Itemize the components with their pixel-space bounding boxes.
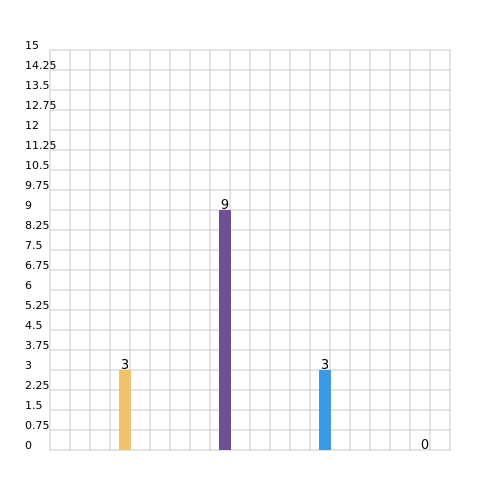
y-tick-label: 4.5 [25, 319, 43, 332]
y-tick-label: 6.75 [25, 259, 50, 272]
y-tick-label: 1.5 [25, 399, 43, 412]
y-tick-label: 15 [25, 39, 39, 52]
bar-value-label: 3 [321, 358, 329, 373]
y-tick-label: 2.25 [25, 379, 50, 392]
plot-frame [49, 49, 451, 451]
y-tick-label: 0.75 [25, 419, 50, 432]
y-tick-label: 3.75 [25, 339, 50, 352]
bars [119, 210, 331, 450]
bar-value-label: 9 [221, 198, 229, 213]
y-tick-label: 14.25 [25, 59, 57, 72]
bar [219, 210, 231, 450]
y-tick-label: 3 [25, 359, 32, 372]
y-tick-label: 6 [25, 279, 32, 292]
y-tick-label: 12 [25, 119, 39, 132]
y-axis-ticks: 0 0.75 1.5 2.25 3 3.75 4.5 5.25 6 6.75 7.5 8.25 9 9.7… [25, 39, 57, 452]
bar [119, 370, 131, 450]
y-tick-label: 13.5 [25, 79, 50, 92]
grid [49, 49, 451, 451]
bar-value-label: 3 [121, 358, 129, 373]
y-tick-label: 12.75 [25, 99, 57, 112]
y-tick-label: 5.25 [25, 299, 50, 312]
data-labels: 3 9 3 0 [121, 198, 429, 453]
y-tick-label: 10.5 [25, 159, 50, 172]
y-tick-label: 7.5 [25, 239, 43, 252]
y-tick-label: 11.25 [25, 139, 57, 152]
bar [319, 370, 331, 450]
y-tick-label: 9 [25, 199, 32, 212]
y-tick-label: 8.25 [25, 219, 50, 232]
y-tick-label: 0 [25, 439, 32, 452]
y-tick-label: 9.75 [25, 179, 50, 192]
bar-value-label: 0 [421, 438, 429, 453]
